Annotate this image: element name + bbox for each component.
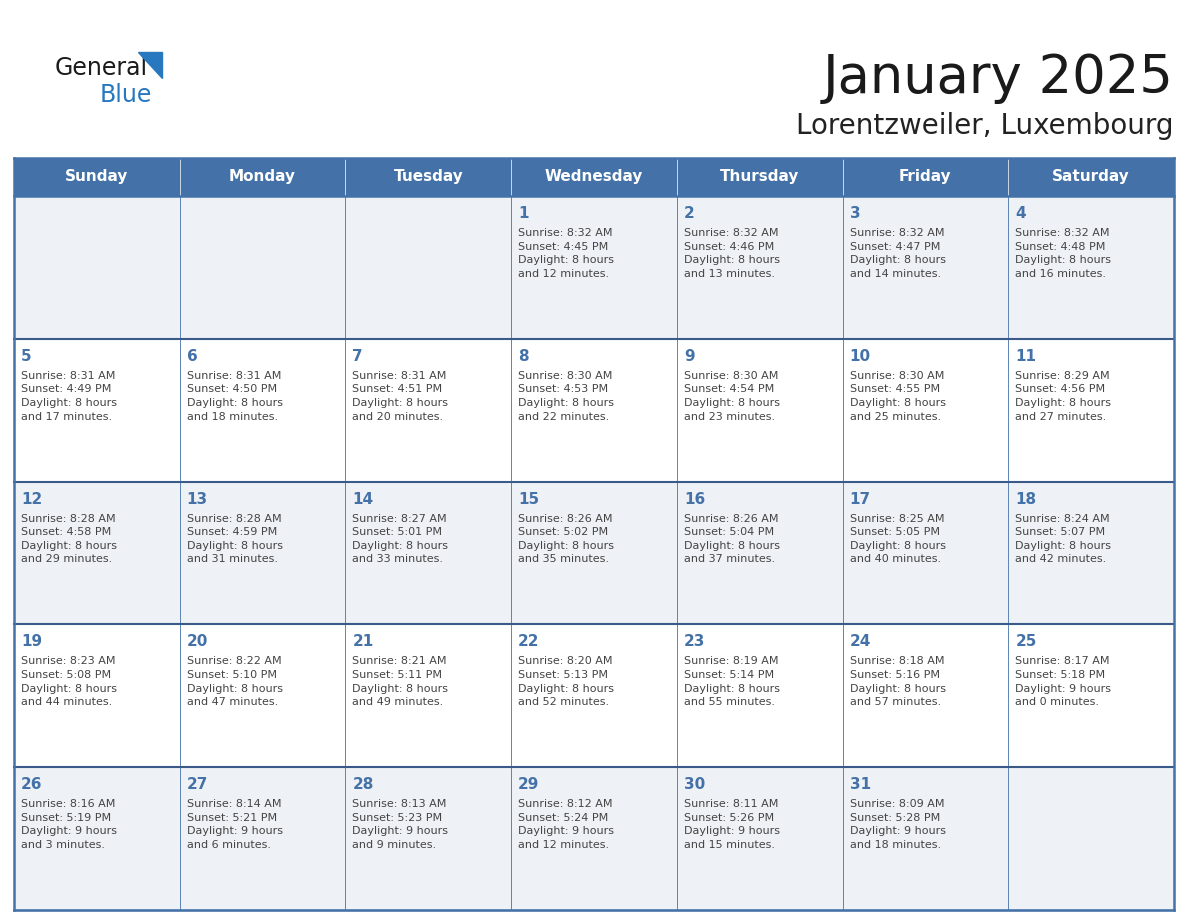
- Text: Sunrise: 8:31 AM
Sunset: 4:51 PM
Daylight: 8 hours
and 20 minutes.: Sunrise: 8:31 AM Sunset: 4:51 PM Dayligh…: [353, 371, 448, 421]
- Text: Sunrise: 8:26 AM
Sunset: 5:04 PM
Daylight: 8 hours
and 37 minutes.: Sunrise: 8:26 AM Sunset: 5:04 PM Dayligh…: [684, 513, 779, 565]
- Text: Sunrise: 8:20 AM
Sunset: 5:13 PM
Daylight: 8 hours
and 52 minutes.: Sunrise: 8:20 AM Sunset: 5:13 PM Dayligh…: [518, 656, 614, 707]
- Text: 30: 30: [684, 778, 706, 792]
- Text: 29: 29: [518, 778, 539, 792]
- Text: Sunday: Sunday: [65, 170, 128, 185]
- Text: Sunrise: 8:21 AM
Sunset: 5:11 PM
Daylight: 8 hours
and 49 minutes.: Sunrise: 8:21 AM Sunset: 5:11 PM Dayligh…: [353, 656, 448, 707]
- Text: Sunrise: 8:19 AM
Sunset: 5:14 PM
Daylight: 8 hours
and 55 minutes.: Sunrise: 8:19 AM Sunset: 5:14 PM Dayligh…: [684, 656, 779, 707]
- Text: 1: 1: [518, 206, 529, 221]
- Text: Sunrise: 8:11 AM
Sunset: 5:26 PM
Daylight: 9 hours
and 15 minutes.: Sunrise: 8:11 AM Sunset: 5:26 PM Dayligh…: [684, 800, 779, 850]
- Text: Sunrise: 8:24 AM
Sunset: 5:07 PM
Daylight: 8 hours
and 42 minutes.: Sunrise: 8:24 AM Sunset: 5:07 PM Dayligh…: [1016, 513, 1111, 565]
- Text: Sunrise: 8:16 AM
Sunset: 5:19 PM
Daylight: 9 hours
and 3 minutes.: Sunrise: 8:16 AM Sunset: 5:19 PM Dayligh…: [21, 800, 116, 850]
- Text: Sunrise: 8:25 AM
Sunset: 5:05 PM
Daylight: 8 hours
and 40 minutes.: Sunrise: 8:25 AM Sunset: 5:05 PM Dayligh…: [849, 513, 946, 565]
- Text: Tuesday: Tuesday: [393, 170, 463, 185]
- Text: Sunrise: 8:28 AM
Sunset: 4:59 PM
Daylight: 8 hours
and 31 minutes.: Sunrise: 8:28 AM Sunset: 4:59 PM Dayligh…: [187, 513, 283, 565]
- Text: Sunrise: 8:09 AM
Sunset: 5:28 PM
Daylight: 9 hours
and 18 minutes.: Sunrise: 8:09 AM Sunset: 5:28 PM Dayligh…: [849, 800, 946, 850]
- Text: 18: 18: [1016, 492, 1036, 507]
- Text: Sunrise: 8:32 AM
Sunset: 4:47 PM
Daylight: 8 hours
and 14 minutes.: Sunrise: 8:32 AM Sunset: 4:47 PM Dayligh…: [849, 228, 946, 279]
- Text: 20: 20: [187, 634, 208, 649]
- Text: Sunrise: 8:23 AM
Sunset: 5:08 PM
Daylight: 8 hours
and 44 minutes.: Sunrise: 8:23 AM Sunset: 5:08 PM Dayligh…: [21, 656, 116, 707]
- Text: 28: 28: [353, 778, 374, 792]
- Text: 21: 21: [353, 634, 374, 649]
- Text: 25: 25: [1016, 634, 1037, 649]
- Text: Sunrise: 8:31 AM
Sunset: 4:49 PM
Daylight: 8 hours
and 17 minutes.: Sunrise: 8:31 AM Sunset: 4:49 PM Dayligh…: [21, 371, 116, 421]
- Text: Sunrise: 8:32 AM
Sunset: 4:45 PM
Daylight: 8 hours
and 12 minutes.: Sunrise: 8:32 AM Sunset: 4:45 PM Dayligh…: [518, 228, 614, 279]
- Text: 31: 31: [849, 778, 871, 792]
- Text: 26: 26: [21, 778, 43, 792]
- Text: 10: 10: [849, 349, 871, 364]
- Text: 19: 19: [21, 634, 42, 649]
- Polygon shape: [138, 52, 162, 78]
- Text: Sunrise: 8:28 AM
Sunset: 4:58 PM
Daylight: 8 hours
and 29 minutes.: Sunrise: 8:28 AM Sunset: 4:58 PM Dayligh…: [21, 513, 116, 565]
- Text: Sunrise: 8:12 AM
Sunset: 5:24 PM
Daylight: 9 hours
and 12 minutes.: Sunrise: 8:12 AM Sunset: 5:24 PM Dayligh…: [518, 800, 614, 850]
- Text: Sunrise: 8:17 AM
Sunset: 5:18 PM
Daylight: 9 hours
and 0 minutes.: Sunrise: 8:17 AM Sunset: 5:18 PM Dayligh…: [1016, 656, 1111, 707]
- Text: 12: 12: [21, 492, 43, 507]
- Text: 11: 11: [1016, 349, 1036, 364]
- Text: 8: 8: [518, 349, 529, 364]
- Text: Sunrise: 8:14 AM
Sunset: 5:21 PM
Daylight: 9 hours
and 6 minutes.: Sunrise: 8:14 AM Sunset: 5:21 PM Dayligh…: [187, 800, 283, 850]
- Text: Sunrise: 8:30 AM
Sunset: 4:53 PM
Daylight: 8 hours
and 22 minutes.: Sunrise: 8:30 AM Sunset: 4:53 PM Dayligh…: [518, 371, 614, 421]
- Text: 27: 27: [187, 778, 208, 792]
- Text: 2: 2: [684, 206, 695, 221]
- Text: 9: 9: [684, 349, 695, 364]
- Text: Blue: Blue: [100, 83, 152, 107]
- Text: Sunrise: 8:18 AM
Sunset: 5:16 PM
Daylight: 8 hours
and 57 minutes.: Sunrise: 8:18 AM Sunset: 5:16 PM Dayligh…: [849, 656, 946, 707]
- Text: 17: 17: [849, 492, 871, 507]
- Text: 15: 15: [518, 492, 539, 507]
- Text: 22: 22: [518, 634, 539, 649]
- Text: Sunrise: 8:26 AM
Sunset: 5:02 PM
Daylight: 8 hours
and 35 minutes.: Sunrise: 8:26 AM Sunset: 5:02 PM Dayligh…: [518, 513, 614, 565]
- Text: Sunrise: 8:32 AM
Sunset: 4:48 PM
Daylight: 8 hours
and 16 minutes.: Sunrise: 8:32 AM Sunset: 4:48 PM Dayligh…: [1016, 228, 1111, 279]
- Text: Sunrise: 8:31 AM
Sunset: 4:50 PM
Daylight: 8 hours
and 18 minutes.: Sunrise: 8:31 AM Sunset: 4:50 PM Dayligh…: [187, 371, 283, 421]
- Text: Sunrise: 8:13 AM
Sunset: 5:23 PM
Daylight: 9 hours
and 9 minutes.: Sunrise: 8:13 AM Sunset: 5:23 PM Dayligh…: [353, 800, 448, 850]
- Text: Sunrise: 8:32 AM
Sunset: 4:46 PM
Daylight: 8 hours
and 13 minutes.: Sunrise: 8:32 AM Sunset: 4:46 PM Dayligh…: [684, 228, 779, 279]
- Text: 5: 5: [21, 349, 32, 364]
- Text: 13: 13: [187, 492, 208, 507]
- Text: 16: 16: [684, 492, 706, 507]
- Text: 6: 6: [187, 349, 197, 364]
- Text: Sunrise: 8:27 AM
Sunset: 5:01 PM
Daylight: 8 hours
and 33 minutes.: Sunrise: 8:27 AM Sunset: 5:01 PM Dayligh…: [353, 513, 448, 565]
- Text: Sunrise: 8:30 AM
Sunset: 4:54 PM
Daylight: 8 hours
and 23 minutes.: Sunrise: 8:30 AM Sunset: 4:54 PM Dayligh…: [684, 371, 779, 421]
- Text: Sunrise: 8:30 AM
Sunset: 4:55 PM
Daylight: 8 hours
and 25 minutes.: Sunrise: 8:30 AM Sunset: 4:55 PM Dayligh…: [849, 371, 946, 421]
- Text: Monday: Monday: [229, 170, 296, 185]
- Text: 4: 4: [1016, 206, 1026, 221]
- Text: 7: 7: [353, 349, 364, 364]
- Text: Friday: Friday: [899, 170, 952, 185]
- Text: Thursday: Thursday: [720, 170, 800, 185]
- Text: General: General: [55, 56, 148, 80]
- Text: 14: 14: [353, 492, 373, 507]
- Text: Sunrise: 8:29 AM
Sunset: 4:56 PM
Daylight: 8 hours
and 27 minutes.: Sunrise: 8:29 AM Sunset: 4:56 PM Dayligh…: [1016, 371, 1111, 421]
- Text: Saturday: Saturday: [1053, 170, 1130, 185]
- Text: 23: 23: [684, 634, 706, 649]
- Text: Sunrise: 8:22 AM
Sunset: 5:10 PM
Daylight: 8 hours
and 47 minutes.: Sunrise: 8:22 AM Sunset: 5:10 PM Dayligh…: [187, 656, 283, 707]
- Text: 24: 24: [849, 634, 871, 649]
- Text: 3: 3: [849, 206, 860, 221]
- Text: Lorentzweiler, Luxembourg: Lorentzweiler, Luxembourg: [796, 112, 1174, 140]
- Text: Wednesday: Wednesday: [545, 170, 643, 185]
- Text: January 2025: January 2025: [823, 52, 1174, 104]
